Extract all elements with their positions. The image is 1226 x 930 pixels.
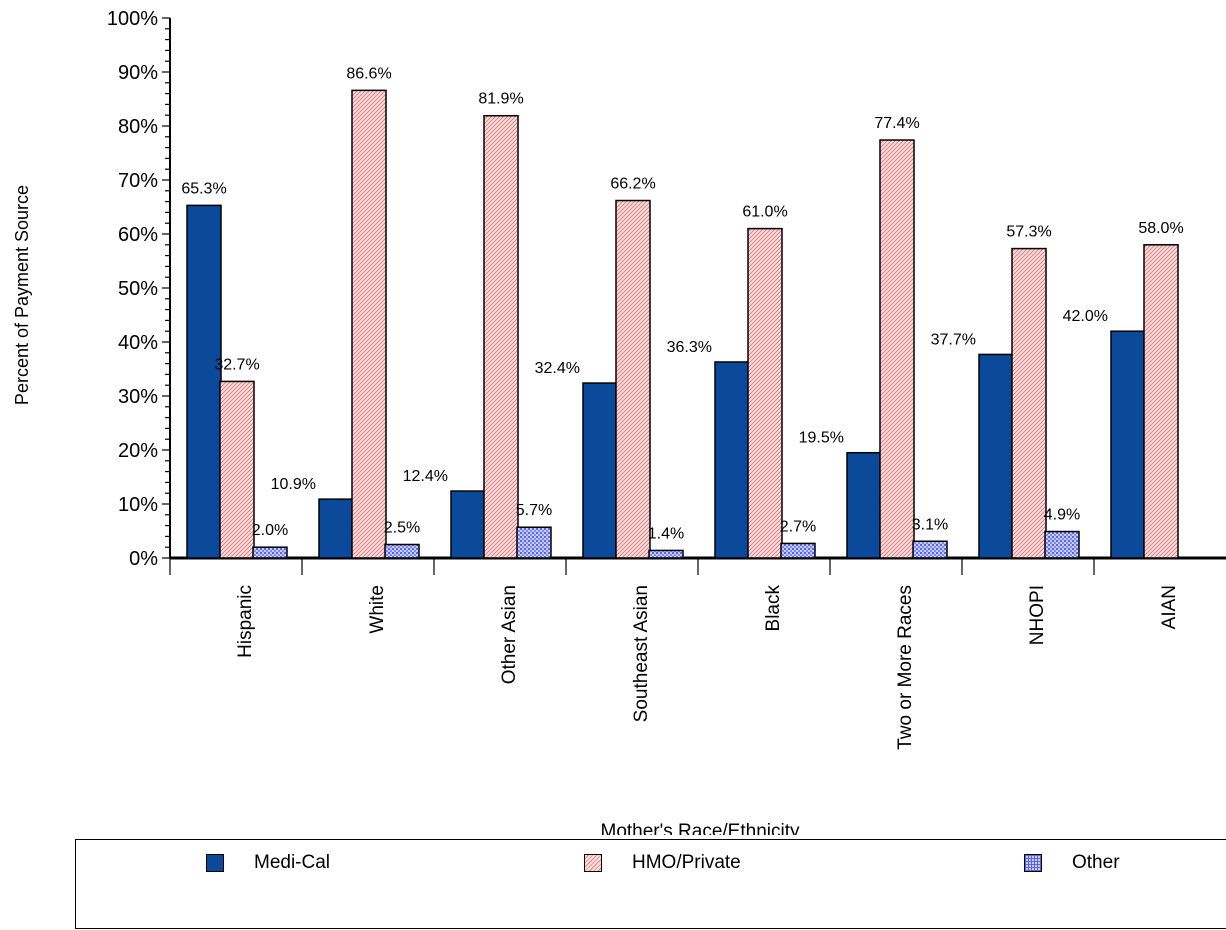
medi-cal-bar — [450, 490, 486, 559]
x-tick-label: NHOPI — [1027, 585, 1048, 645]
data-label: 2.0% — [252, 522, 288, 539]
data-label: 65.3% — [181, 180, 226, 197]
legend-item-medi-cal: Medi-Cal — [206, 852, 330, 874]
x-tick-label: Southeast Asian — [631, 585, 652, 722]
data-label: 66.2% — [610, 176, 655, 193]
other-bar — [780, 542, 816, 559]
data-label: 12.4% — [403, 468, 448, 485]
medi-cal-bar — [714, 361, 750, 559]
hmo-private-bar — [1011, 247, 1047, 559]
x-tick-label: Black — [763, 585, 784, 632]
y-axis-title: Percent of Payment Source — [12, 185, 32, 405]
hmo-private-bar — [351, 89, 387, 559]
data-label: 19.5% — [799, 430, 844, 447]
y-tick-label: 10% — [118, 494, 158, 516]
data-label: 4.9% — [1044, 507, 1080, 524]
y-tick-label: 40% — [118, 332, 158, 354]
medi-cal-bar — [1110, 330, 1146, 559]
medi-cal-bar — [846, 451, 882, 559]
hmo-private-bar — [615, 199, 651, 559]
data-label: 32.7% — [214, 356, 259, 373]
y-tick-label: 100% — [107, 8, 158, 30]
legend-label: Medi-Cal — [254, 852, 331, 873]
x-tick-label: Two or More Races — [895, 585, 916, 750]
legend-label: Other — [1072, 852, 1120, 873]
y-axis: 0% 10% 20% 30% 40% 50% 60% 70% 80% 90% 100% — [107, 8, 171, 570]
bars — [186, 89, 1179, 559]
data-label: 3.1% — [912, 516, 948, 533]
x-tick-label: White — [367, 585, 388, 634]
data-label: 36.3% — [667, 339, 712, 356]
hmo-private-swatch — [584, 854, 602, 872]
medi-cal-swatch — [206, 854, 224, 872]
other-swatch — [1024, 854, 1042, 872]
hmo-private-bar — [219, 380, 255, 559]
data-labels: 65.3% 10.9% 12.4% 32.4% 36.3% 19.5% 37.7% 42.0%… — [181, 65, 1183, 542]
y-tick-label: 0% — [129, 548, 158, 570]
data-label: 77.4% — [874, 115, 919, 132]
data-label: 57.3% — [1006, 224, 1051, 241]
data-label: 1.4% — [648, 525, 684, 542]
data-label: 10.9% — [271, 476, 316, 493]
y-tick-label: 60% — [118, 224, 158, 246]
y-tick-label: 30% — [118, 386, 158, 408]
medi-cal-bar — [186, 204, 222, 559]
legend-item-other: Other — [1024, 852, 1120, 874]
y-tick-label: 20% — [118, 440, 158, 462]
other-bar — [648, 549, 684, 559]
bar-chart: 0% 10% 20% 30% 40% 50% 60% 70% 80% 90% 100% Hispan… — [12, 8, 1226, 835]
medi-cal-bar — [582, 382, 618, 559]
legend-label: HMO/Private — [632, 852, 741, 873]
data-label: 61.0% — [742, 204, 787, 221]
other-bar — [912, 540, 948, 559]
data-label: 86.6% — [346, 65, 391, 82]
hmo-private-bar — [879, 139, 915, 559]
legend: Medi-Cal HMO/Private Other — [75, 839, 1226, 929]
x-tick-label: Hispanic — [235, 585, 256, 658]
x-tick-label: Other Asian — [499, 585, 520, 684]
data-label: 32.4% — [535, 360, 580, 377]
other-bar — [1044, 530, 1080, 559]
data-label: 42.0% — [1063, 308, 1108, 325]
hmo-private-bar — [1143, 244, 1179, 559]
hmo-private-bar — [483, 114, 519, 559]
data-label: 58.0% — [1138, 220, 1183, 237]
y-tick-label: 80% — [118, 116, 158, 138]
y-tick-label: 70% — [118, 170, 158, 192]
x-axis: Hispanic White Other Asian Southeast Asian B… — [169, 556, 1226, 750]
x-tick-label: AIAN — [1159, 585, 1180, 629]
hmo-private-bar — [747, 227, 783, 559]
x-axis-title: Mother's Race/Ethnicity — [601, 821, 800, 835]
medi-cal-bar — [318, 498, 354, 559]
legend-item-hmo-private: HMO/Private — [584, 852, 741, 874]
other-bar — [384, 543, 420, 559]
medi-cal-bar — [978, 353, 1014, 559]
data-label: 5.7% — [516, 502, 552, 519]
other-bar — [252, 546, 288, 559]
data-label: 37.7% — [931, 331, 976, 348]
data-label: 81.9% — [478, 91, 523, 108]
y-tick-label: 90% — [118, 62, 158, 84]
data-label: 2.5% — [384, 520, 420, 537]
other-bar — [516, 526, 552, 559]
data-label: 2.7% — [780, 518, 816, 535]
y-tick-label: 50% — [118, 278, 158, 300]
